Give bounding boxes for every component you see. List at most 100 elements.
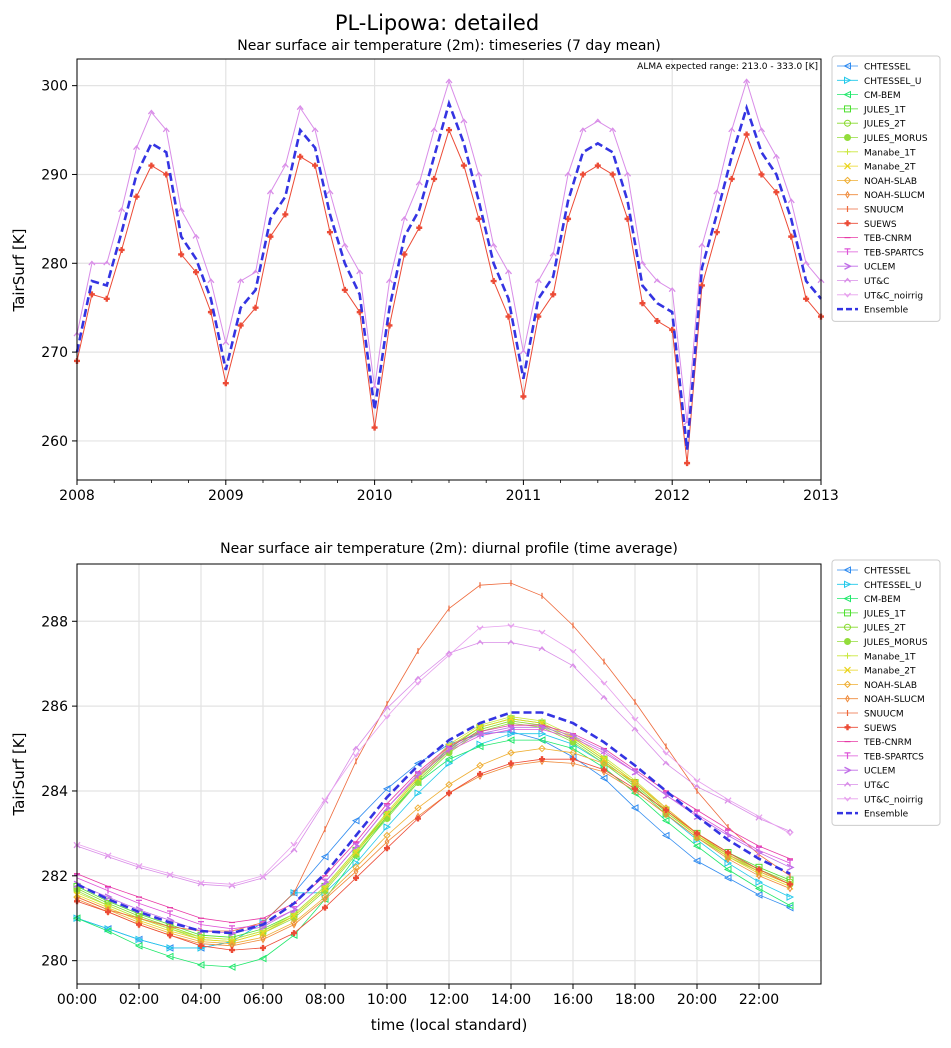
x-tick-label: 2012 bbox=[654, 488, 690, 504]
series-ensemble bbox=[75, 99, 822, 450]
legend-marker bbox=[844, 105, 851, 113]
data-point bbox=[534, 278, 542, 284]
legend-item-manabe-1t: Manabe_1T bbox=[837, 148, 916, 158]
legend-item-teb-cnrm: TEB-CNRM bbox=[837, 738, 912, 748]
data-point bbox=[757, 127, 765, 133]
data-point bbox=[259, 929, 267, 937]
data-point bbox=[341, 242, 349, 248]
data-point bbox=[384, 837, 390, 846]
legend-item-jules-2t: JULES_2T bbox=[837, 623, 906, 634]
data-point bbox=[507, 623, 515, 629]
data-point bbox=[654, 318, 661, 325]
legend-marker bbox=[845, 190, 850, 199]
data-point bbox=[259, 933, 267, 942]
legend-marker bbox=[844, 134, 851, 141]
legend-marker bbox=[844, 666, 851, 674]
legend-marker bbox=[844, 148, 851, 155]
data-point bbox=[104, 925, 113, 933]
legend-item-uclem: UCLEM bbox=[837, 262, 895, 273]
data-point bbox=[352, 842, 361, 850]
legend-marker bbox=[844, 609, 851, 617]
data-point bbox=[505, 313, 512, 320]
data-point bbox=[414, 804, 422, 812]
legend-label: TEB-SPARTCS bbox=[863, 752, 924, 762]
data-point bbox=[594, 118, 602, 124]
data-point bbox=[445, 652, 453, 659]
legend-label: SUEWS bbox=[864, 220, 897, 230]
legend-label: TEB-CNRM bbox=[863, 738, 912, 748]
legend-label: CHTESSEL_U bbox=[864, 77, 921, 87]
data-point bbox=[196, 961, 205, 969]
data-point bbox=[311, 127, 319, 133]
series-line-ensemble bbox=[76, 711, 791, 935]
data-point bbox=[507, 639, 515, 645]
legend-marker bbox=[844, 162, 851, 170]
y-tick-label: 290 bbox=[41, 167, 68, 183]
data-point bbox=[386, 322, 393, 329]
data-point bbox=[193, 269, 200, 276]
legend-label: SUEWS bbox=[864, 724, 897, 734]
data-point bbox=[252, 269, 260, 275]
data-point bbox=[352, 849, 360, 856]
data-point bbox=[476, 761, 484, 770]
legend-item-noah-slucm: NOAH-SLUCM bbox=[837, 694, 925, 705]
data-point bbox=[569, 663, 577, 669]
data-point bbox=[624, 171, 632, 177]
data-point bbox=[414, 770, 423, 778]
data-point bbox=[281, 162, 289, 168]
legend-label: Ensemble bbox=[864, 810, 909, 820]
data-point bbox=[258, 954, 267, 963]
legend-marker bbox=[843, 90, 851, 99]
data-point bbox=[505, 269, 513, 275]
data-point bbox=[803, 295, 810, 302]
data-point bbox=[165, 952, 174, 961]
data-point bbox=[539, 756, 545, 763]
series-line bbox=[76, 739, 791, 968]
data-point bbox=[290, 906, 299, 914]
timeseries-title: Near surface air temperature (2m): times… bbox=[237, 38, 661, 54]
data-point bbox=[787, 884, 793, 893]
data-point bbox=[661, 831, 670, 840]
series-line bbox=[76, 582, 791, 932]
data-point bbox=[724, 797, 732, 803]
data-point bbox=[352, 752, 360, 758]
legend-label: NOAH-SLAB bbox=[864, 681, 917, 691]
legend-marker bbox=[844, 638, 851, 645]
data-point bbox=[475, 171, 483, 177]
data-point bbox=[549, 251, 557, 257]
data-point bbox=[600, 759, 608, 768]
series-line bbox=[76, 760, 791, 947]
data-point bbox=[569, 732, 578, 740]
data-point bbox=[222, 340, 230, 346]
timeseries-grid bbox=[76, 59, 822, 480]
data-point bbox=[507, 715, 515, 723]
legend-frame bbox=[831, 559, 941, 826]
data-point bbox=[662, 750, 670, 756]
data-point bbox=[383, 810, 391, 818]
legend-marker bbox=[844, 262, 853, 270]
series-ut-c-noirrig bbox=[73, 623, 794, 888]
data-point bbox=[416, 224, 423, 231]
legend-marker bbox=[844, 652, 851, 659]
timeseries-ylabel: TairSurf [K] bbox=[10, 229, 28, 313]
legend-item-snuucm: SNUUCM bbox=[837, 206, 904, 216]
data-point bbox=[282, 211, 289, 218]
data-point bbox=[321, 797, 329, 803]
legend-item-noah-slucm: NOAH-SLUCM bbox=[837, 190, 925, 201]
diurnal-series bbox=[72, 580, 795, 971]
legend-item-cm-bem: CM-BEM bbox=[837, 594, 901, 605]
legend-marker bbox=[844, 277, 851, 283]
data-point bbox=[476, 730, 485, 738]
series-line bbox=[76, 758, 791, 951]
x-tick-label: 04:00 bbox=[181, 992, 221, 1008]
legend-marker bbox=[844, 796, 851, 802]
diurnal-title: Near surface air temperature (2m): diurn… bbox=[220, 541, 678, 557]
legend-marker bbox=[844, 76, 852, 85]
data-point bbox=[352, 745, 360, 751]
data-point bbox=[291, 920, 297, 929]
data-point bbox=[371, 424, 378, 431]
legend-label: UT&C_noirrig bbox=[864, 291, 923, 301]
legend-label: NOAH-SLUCM bbox=[864, 191, 925, 201]
data-point bbox=[148, 162, 155, 169]
diurnal-panel: Near surface air temperature (2m): diurn… bbox=[10, 541, 941, 1034]
